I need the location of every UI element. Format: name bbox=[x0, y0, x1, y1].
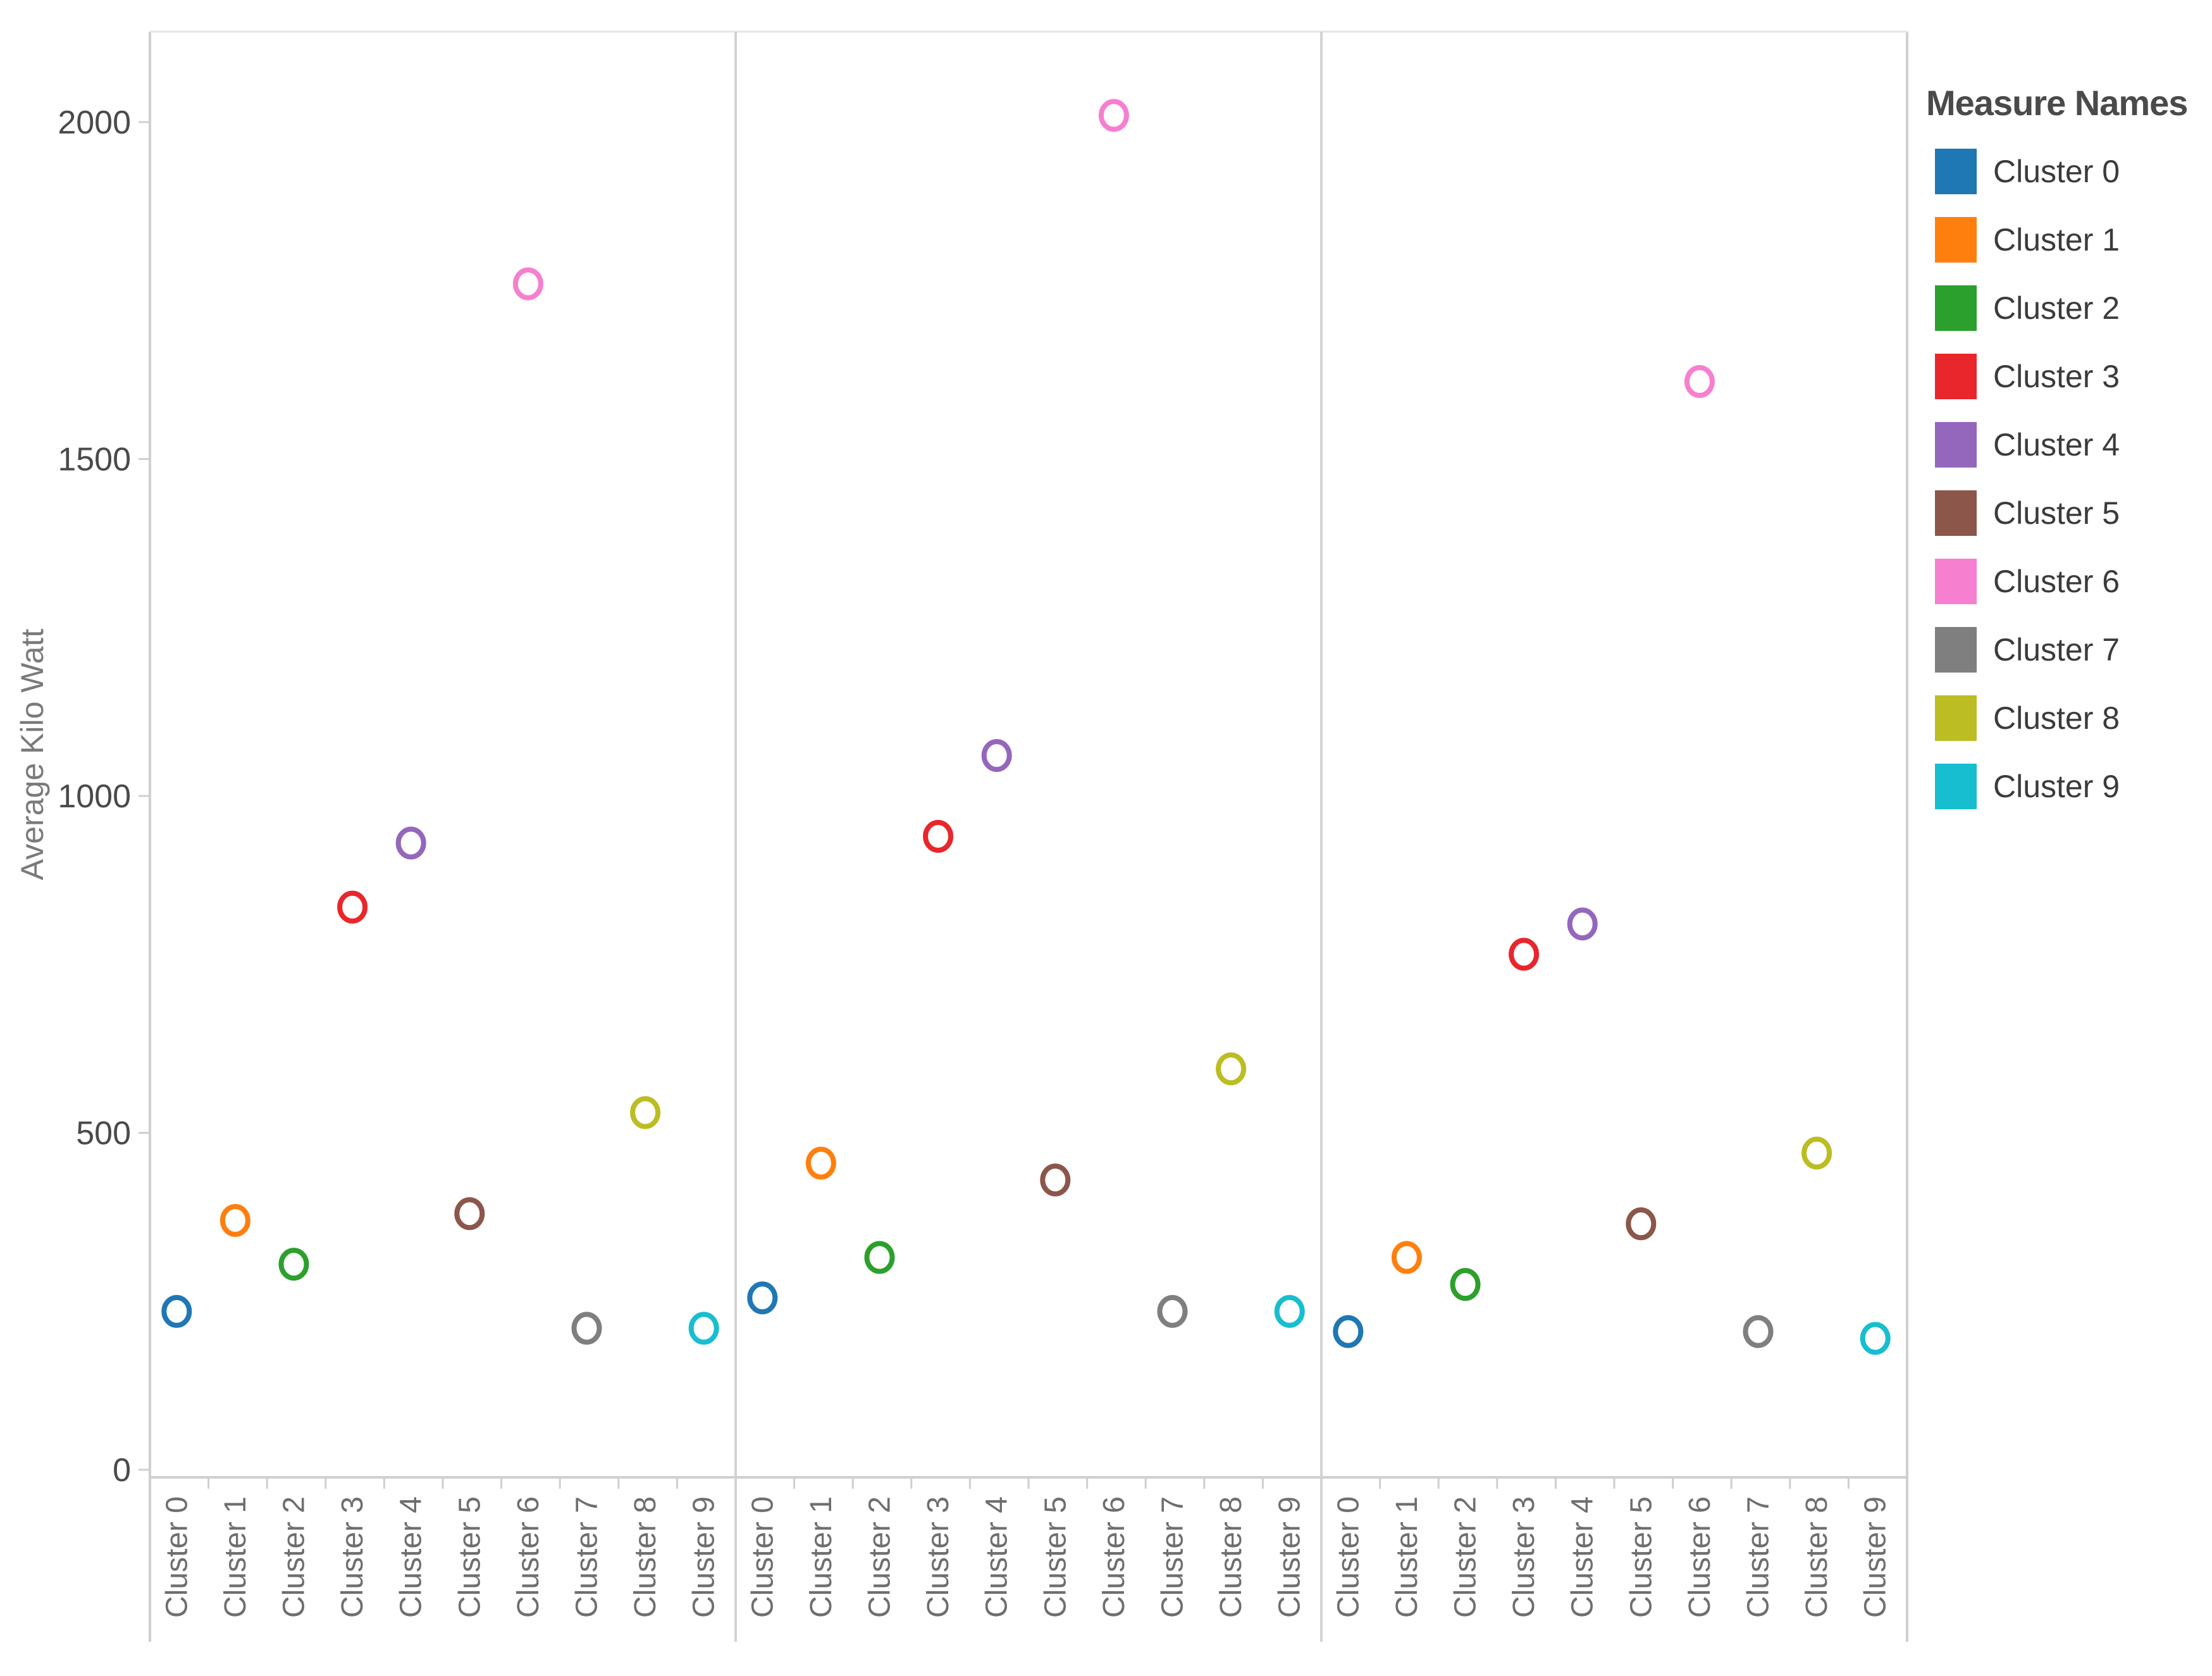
legend-item: Cluster 1 bbox=[1926, 206, 2204, 274]
x-tick-label: Cluster 5 bbox=[453, 1496, 486, 1618]
legend-item: Cluster 4 bbox=[1926, 411, 2204, 479]
legend-swatch bbox=[1935, 217, 1977, 263]
legend-swatch bbox=[1935, 627, 1977, 673]
data-point bbox=[571, 1312, 602, 1345]
data-point bbox=[1450, 1268, 1481, 1301]
legend-label: Cluster 5 bbox=[1993, 495, 2120, 531]
x-tick-label: Cluster 8 bbox=[1800, 1496, 1834, 1618]
x-tick-label: Cluster 2 bbox=[1449, 1496, 1483, 1618]
legend: Measure Names Cluster 0 Cluster 1 Cluster … bbox=[1926, 82, 2204, 821]
data-point bbox=[1626, 1207, 1657, 1241]
legend-item: Cluster 6 bbox=[1926, 547, 2204, 616]
y-tick-label: 2000 bbox=[58, 104, 131, 141]
data-point bbox=[1509, 938, 1540, 971]
legend-swatch bbox=[1935, 354, 1977, 399]
data-point bbox=[1333, 1315, 1364, 1348]
x-tick-label: Cluster 9 bbox=[688, 1496, 721, 1618]
data-point bbox=[337, 890, 368, 924]
x-tick-label: Cluster 9 bbox=[1273, 1496, 1307, 1618]
x-tick-label: Cluster 1 bbox=[1390, 1496, 1424, 1618]
legend-item: Cluster 8 bbox=[1926, 684, 2204, 752]
x-tick-label: Cluster 7 bbox=[1156, 1496, 1190, 1618]
legend-item: Cluster 2 bbox=[1926, 274, 2204, 342]
legend-swatch bbox=[1935, 422, 1977, 468]
x-tick-label: Cluster 4 bbox=[395, 1496, 428, 1618]
legend-swatch bbox=[1935, 149, 1977, 194]
x-tick-label: Cluster 6 bbox=[1097, 1496, 1131, 1618]
y-axis-label: Average Kilo Watt bbox=[15, 629, 50, 881]
legend-label: Cluster 8 bbox=[1993, 700, 2120, 736]
data-point bbox=[1391, 1241, 1422, 1274]
data-point bbox=[923, 819, 954, 853]
legend-swatch bbox=[1935, 764, 1977, 809]
x-tick-label: Cluster 8 bbox=[1214, 1496, 1248, 1618]
data-point bbox=[630, 1096, 661, 1129]
x-tick-label: Cluster 1 bbox=[805, 1496, 838, 1618]
data-point bbox=[512, 267, 543, 301]
data-point bbox=[395, 826, 426, 860]
legend-label: Cluster 0 bbox=[1993, 154, 2120, 189]
data-point bbox=[805, 1146, 836, 1180]
x-tick-label: Cluster 6 bbox=[1683, 1496, 1717, 1618]
legend-label: Cluster 9 bbox=[1993, 769, 2120, 804]
x-tick-label: Cluster 3 bbox=[1507, 1496, 1541, 1618]
x-tick-label: Cluster 8 bbox=[629, 1496, 662, 1618]
data-point bbox=[219, 1203, 250, 1237]
data-point bbox=[1684, 365, 1715, 399]
data-point bbox=[1098, 99, 1129, 132]
x-tick-label: Cluster 1 bbox=[219, 1496, 252, 1618]
x-tick-label: Cluster 0 bbox=[746, 1496, 779, 1618]
legend-label: Cluster 3 bbox=[1993, 359, 2120, 394]
data-point bbox=[1040, 1164, 1071, 1197]
x-tick-label: Cluster 2 bbox=[278, 1496, 311, 1618]
x-tick-label: Cluster 2 bbox=[863, 1496, 897, 1618]
x-tick-label: Cluster 0 bbox=[1332, 1496, 1365, 1618]
legend-item: Cluster 0 bbox=[1926, 137, 2204, 206]
x-tick-label: Cluster 6 bbox=[512, 1496, 545, 1618]
legend-swatch bbox=[1935, 490, 1977, 536]
data-point bbox=[161, 1294, 192, 1328]
data-point bbox=[747, 1281, 778, 1315]
data-point bbox=[1743, 1315, 1774, 1348]
legend-item: Cluster 9 bbox=[1926, 752, 2204, 821]
x-tick-label: Cluster 7 bbox=[1742, 1496, 1776, 1618]
legend-swatch bbox=[1935, 559, 1977, 604]
legend-item: Cluster 7 bbox=[1926, 616, 2204, 684]
data-point bbox=[454, 1197, 485, 1231]
x-tick-label: Cluster 5 bbox=[1624, 1496, 1658, 1618]
x-tick-label: Cluster 7 bbox=[571, 1496, 604, 1618]
data-point bbox=[1801, 1136, 1832, 1170]
legend-item: Cluster 3 bbox=[1926, 342, 2204, 411]
data-point bbox=[1157, 1294, 1188, 1328]
x-tick-label: Cluster 9 bbox=[1859, 1496, 1893, 1618]
data-point bbox=[1860, 1322, 1891, 1355]
legend-item: Cluster 5 bbox=[1926, 479, 2204, 547]
legend-swatch bbox=[1935, 285, 1977, 331]
y-tick-label: 1500 bbox=[58, 442, 131, 478]
x-tick-label: Cluster 3 bbox=[922, 1496, 955, 1618]
y-tick-label: 0 bbox=[113, 1452, 131, 1489]
data-point bbox=[864, 1241, 895, 1274]
data-point bbox=[981, 739, 1012, 773]
data-point bbox=[688, 1312, 719, 1345]
x-tick-label: Cluster 4 bbox=[980, 1496, 1014, 1618]
data-point bbox=[1216, 1052, 1247, 1086]
legend-label: Cluster 1 bbox=[1993, 222, 2120, 258]
legend-label: Cluster 4 bbox=[1993, 427, 2120, 462]
data-point bbox=[1274, 1294, 1305, 1328]
x-tick-label: Cluster 4 bbox=[1566, 1496, 1600, 1618]
legend-label: Cluster 7 bbox=[1993, 632, 2120, 667]
legend-label: Cluster 6 bbox=[1993, 564, 2120, 599]
data-point bbox=[1567, 907, 1598, 941]
y-tick-label: 1000 bbox=[58, 778, 131, 815]
x-tick-label: Cluster 3 bbox=[336, 1496, 369, 1618]
legend-swatch bbox=[1935, 695, 1977, 741]
legend-title: Measure Names bbox=[1926, 83, 2188, 123]
x-tick-label: Cluster 0 bbox=[160, 1496, 194, 1618]
y-tick-label: 500 bbox=[76, 1115, 131, 1152]
legend-label: Cluster 2 bbox=[1993, 290, 2120, 326]
x-tick-label: Cluster 5 bbox=[1039, 1496, 1072, 1618]
data-point bbox=[278, 1248, 309, 1281]
